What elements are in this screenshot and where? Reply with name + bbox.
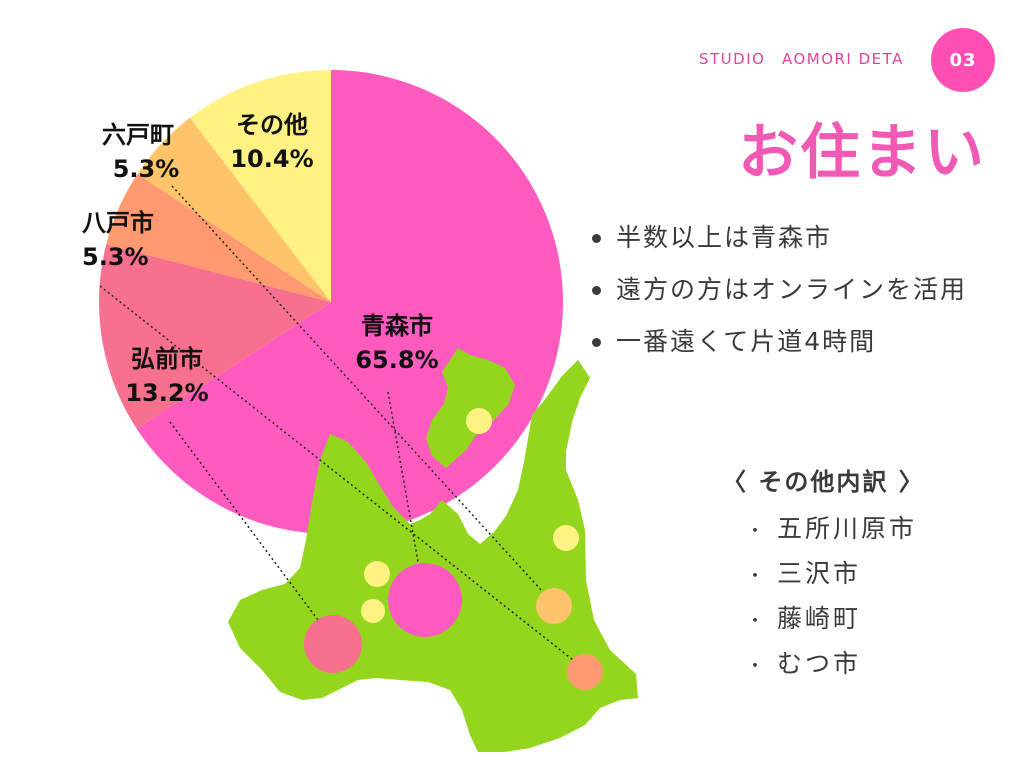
city-marker-other-fujisaki: [361, 599, 385, 623]
pie-label-aomori-name: 青森市: [361, 312, 433, 340]
page-number-badge: 03: [931, 28, 995, 92]
pie-label-other-value: 10.4%: [230, 145, 314, 173]
list-dot: ・: [746, 611, 767, 632]
city-marker-other-goshogawara: [364, 561, 390, 587]
other-breakdown-item: ・むつ市: [746, 644, 917, 689]
other-breakdown-item-label: 藤崎町: [777, 604, 862, 633]
pie-label-rokunohe: 六戸町 5.3%: [94, 118, 182, 186]
city-marker-hirosaki: [304, 615, 362, 673]
other-breakdown-item: ・藤崎町: [746, 599, 917, 644]
city-marker-aomori: [388, 563, 462, 637]
pie-slice-rokunohe: [137, 117, 331, 303]
pie-label-rokunohe-value: 5.3%: [112, 155, 180, 183]
list-dot: ・: [746, 656, 767, 677]
pie-label-aomori-value: 65.8%: [355, 346, 439, 374]
other-breakdown-list: ・五所川原市 ・三沢市 ・藤崎町 ・むつ市: [746, 509, 917, 689]
pie-label-hachinohe-name: 八戸市: [82, 209, 154, 237]
pie-label-hachinohe-value: 5.3%: [82, 243, 149, 271]
pie-slice-other: [189, 70, 331, 302]
pie-label-aomori: 青森市 65.8%: [344, 309, 450, 377]
city-marker-other-mutsu: [466, 408, 492, 434]
leader-line-rokunohe: [171, 185, 544, 593]
leader-lines: [99, 185, 574, 661]
pie-label-rokunohe-name: 六戸町: [102, 121, 174, 149]
studio-caption: STUDIO AOMORI DETA: [699, 50, 904, 68]
pie-slice-hachinohe: [106, 174, 332, 302]
other-breakdown-item-label: 三沢市: [777, 559, 862, 588]
summary-bullet: 遠方の方はオンラインを活用: [592, 272, 967, 324]
other-breakdown-item-label: むつ市: [777, 649, 862, 678]
list-dot: ・: [746, 566, 767, 587]
leader-line-aomori: [387, 391, 419, 563]
other-breakdown-item: ・三沢市: [746, 554, 917, 599]
summary-bullet: 一番遠くて片道4時間: [592, 324, 967, 376]
pie-label-hirosaki-value: 13.2%: [125, 379, 209, 407]
city-marker-hachinohe: [567, 654, 603, 690]
summary-bullets: 半数以上は青森市 遠方の方はオンラインを活用 一番遠くて片道4時間: [592, 220, 967, 376]
leader-line-hirosaki: [169, 421, 319, 621]
other-breakdown-item: ・五所川原市: [746, 509, 917, 554]
list-dot: ・: [746, 521, 767, 542]
other-breakdown-item-label: 五所川原市: [777, 514, 918, 543]
pie-label-other: その他 10.4%: [222, 108, 322, 176]
page-title: お住まい: [738, 118, 986, 188]
city-markers: [304, 408, 603, 690]
pie-label-hirosaki: 弘前市 13.2%: [114, 342, 220, 410]
pie-label-hirosaki-name: 弘前市: [131, 345, 203, 373]
summary-bullet: 半数以上は青森市: [592, 220, 967, 272]
pie-label-hachinohe: 八戸市 5.3%: [82, 206, 160, 274]
leader-line-hachinohe: [99, 285, 574, 661]
pie-label-other-name: その他: [236, 111, 308, 139]
pie-slice-hirosaki: [99, 244, 331, 429]
other-breakdown-title: 〈 その他内訳 〉: [722, 468, 925, 496]
city-marker-rokunohe: [536, 588, 572, 624]
city-marker-other-misawa: [553, 525, 579, 551]
